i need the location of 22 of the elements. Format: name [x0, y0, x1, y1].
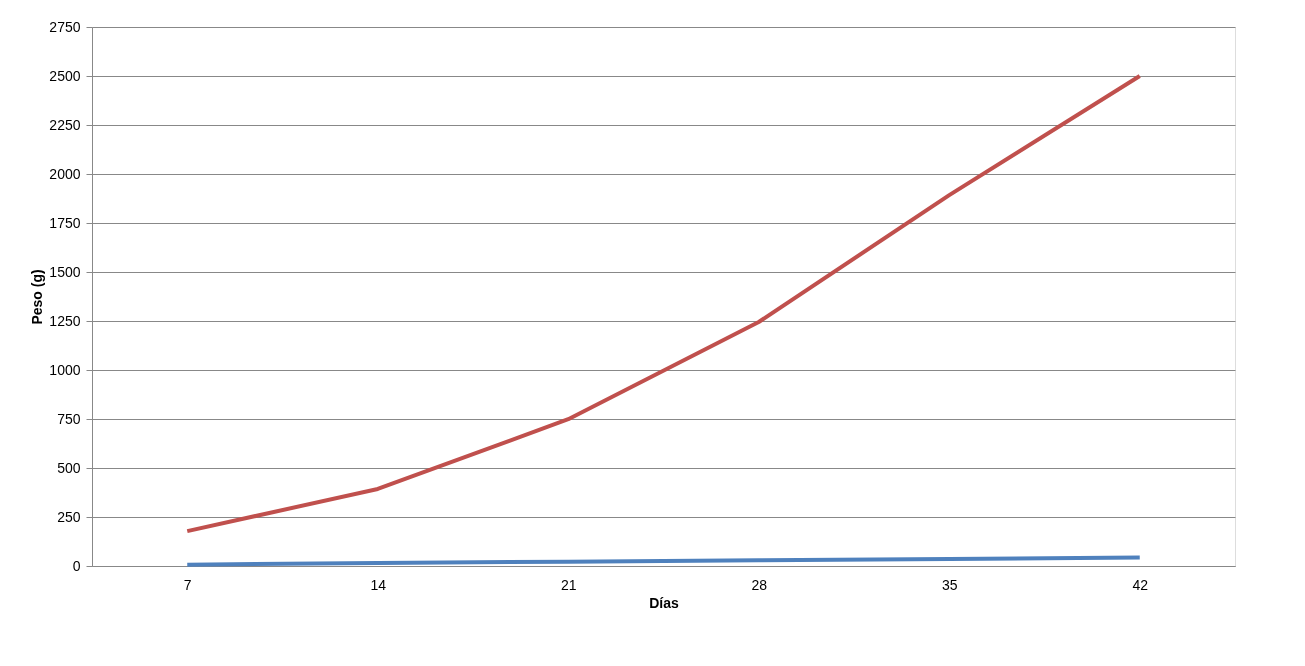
y-tick-label: 750	[57, 410, 81, 427]
y-tick-label: 1500	[49, 263, 81, 280]
y-tick-label: 1000	[49, 361, 81, 378]
x-tick-label: 42	[1132, 576, 1149, 593]
y-tick-label: 1250	[49, 312, 81, 329]
y-tick-label: 0	[72, 557, 81, 574]
y-tick-label: 2750	[49, 18, 81, 35]
y-tick-label: 1750	[49, 214, 81, 231]
line-series	[185, 555, 1142, 567]
y-tick-label: 500	[57, 459, 81, 476]
x-tick-label: 14	[370, 576, 387, 593]
y-tick-label: 2000	[49, 165, 81, 182]
x-axis-title: Días	[649, 594, 679, 611]
y-tick-label: 250	[57, 508, 81, 525]
x-tick-label: 21	[560, 576, 577, 593]
x-tick-label: 28	[751, 576, 768, 593]
x-tick-label: 7	[183, 576, 192, 593]
y-axis-title: Peso (g)	[29, 269, 46, 325]
line-series	[185, 74, 1142, 534]
y-tick-label: 2500	[49, 67, 81, 84]
y-tick-label: 2250	[49, 116, 81, 133]
x-tick-label: 35	[941, 576, 958, 593]
